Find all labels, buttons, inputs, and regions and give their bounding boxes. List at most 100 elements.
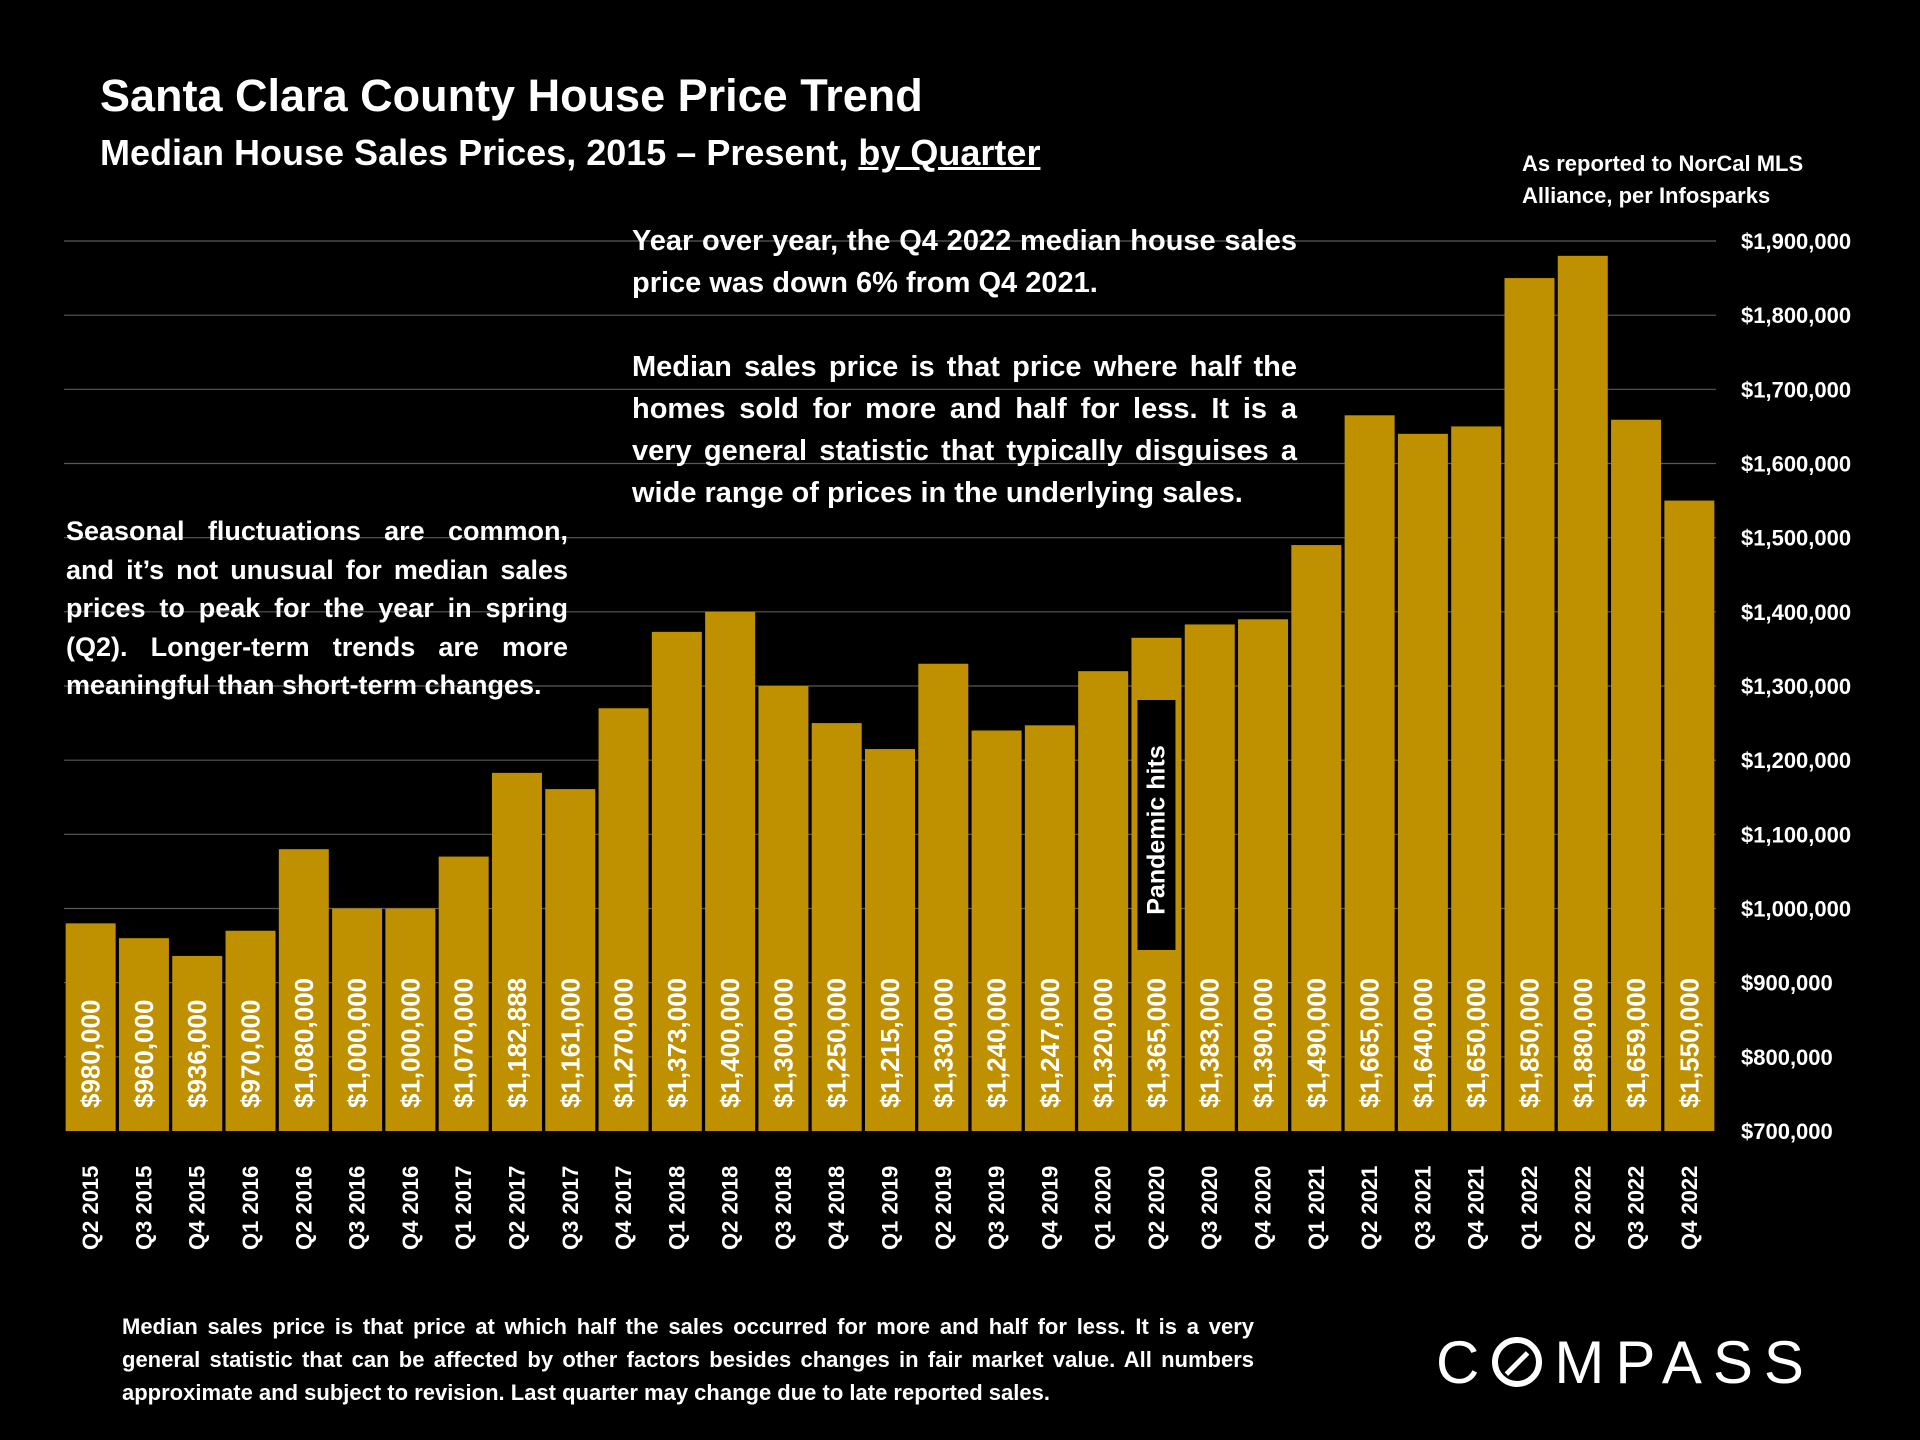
x-tick-label: Q1 2019: [878, 1166, 903, 1250]
x-tick-label: Q4 2015: [185, 1166, 210, 1250]
data-label: $1,490,000: [1301, 978, 1331, 1108]
bar: [1451, 426, 1502, 1132]
x-tick-label: Q3 2016: [345, 1166, 370, 1250]
subtitle-main: Median House Sales Prices, 2015 – Presen…: [100, 132, 859, 173]
x-tick-label: Q3 2022: [1624, 1166, 1649, 1250]
y-tick-label: $1,000,000: [1741, 897, 1851, 922]
source-note: As reported to NorCal MLS Alliance, per …: [1522, 151, 1804, 208]
x-tick-label: Q4 2021: [1464, 1166, 1489, 1250]
y-tick-label: $1,100,000: [1741, 822, 1851, 847]
bar: [172, 955, 223, 1131]
data-label: $1,161,000: [555, 978, 585, 1108]
bar: [225, 930, 276, 1131]
x-tick-label: Q3 2020: [1197, 1166, 1222, 1250]
bar: [971, 730, 1022, 1131]
data-label: $1,240,000: [982, 978, 1012, 1108]
data-label: $1,080,000: [289, 978, 319, 1108]
seasonal-annotation: Seasonal fluctuations are common, and it…: [66, 516, 568, 700]
x-tick-label: Q3 2019: [984, 1166, 1009, 1250]
logo-text-post: MPASS: [1554, 1328, 1815, 1396]
bar: [332, 908, 383, 1131]
y-tick-label: $1,700,000: [1741, 377, 1851, 402]
data-label: $960,000: [129, 1000, 159, 1108]
data-label: $1,320,000: [1088, 978, 1118, 1108]
y-tick-label: $800,000: [1741, 1045, 1833, 1070]
logo-text-pre: C: [1436, 1328, 1491, 1396]
data-label: $1,650,000: [1461, 978, 1491, 1108]
data-label: $1,182,888: [502, 978, 532, 1108]
x-tick-label: Q2 2016: [291, 1166, 316, 1250]
bar: [1078, 671, 1129, 1131]
data-label: $1,850,000: [1514, 978, 1544, 1108]
bar: [545, 789, 596, 1131]
bar: [651, 631, 702, 1131]
yoy-annotation: Year over year, the Q4 2022 median house…: [632, 220, 1297, 514]
data-label: $980,000: [76, 1000, 106, 1108]
pandemic-annotation: Pandemic hits: [1142, 745, 1170, 915]
x-tick-label: Q1 2022: [1517, 1166, 1542, 1250]
data-label: $1,300,000: [768, 978, 798, 1108]
chart-title: Santa Clara County House Price Trend: [100, 70, 923, 121]
x-tick-label: Q3 2021: [1410, 1166, 1435, 1250]
data-label: $936,000: [182, 1000, 212, 1108]
data-label: $1,250,000: [822, 978, 852, 1108]
pandemic-label-bg: [1137, 700, 1176, 950]
y-tick-label: $1,300,000: [1741, 674, 1851, 699]
bar: [705, 611, 756, 1131]
bar: [1664, 500, 1715, 1131]
x-tick-label: Q1 2020: [1091, 1166, 1116, 1250]
bar: [1024, 725, 1075, 1131]
x-tick-label: Q4 2019: [1037, 1166, 1062, 1250]
x-tick-label: Q4 2020: [1251, 1166, 1276, 1250]
subtitle-underlined: by Quarter: [858, 132, 1041, 173]
y-tick-label: $1,400,000: [1741, 600, 1851, 625]
data-label: $1,365,000: [1141, 978, 1171, 1108]
x-tick-label: Q2 2019: [931, 1166, 956, 1250]
data-label: $970,000: [236, 1000, 266, 1108]
bar: [385, 908, 436, 1131]
x-tick-label: Q4 2017: [611, 1166, 636, 1250]
bar: [1344, 415, 1395, 1132]
x-tick-label: Q3 2018: [771, 1166, 796, 1250]
bar: [1611, 419, 1662, 1131]
x-tick-label: Q4 2018: [824, 1166, 849, 1250]
bar: [811, 723, 862, 1131]
data-label: $1,383,000: [1195, 978, 1225, 1108]
bar: [918, 663, 969, 1131]
x-tick-label: Q1 2021: [1304, 1166, 1329, 1250]
data-label: $1,000,000: [395, 978, 425, 1108]
data-label: $1,880,000: [1568, 978, 1598, 1108]
y-tick-label: $700,000: [1741, 1119, 1833, 1144]
x-tick-label: Q3 2015: [131, 1166, 156, 1250]
y-tick-label: $1,600,000: [1741, 452, 1851, 477]
data-label: $1,373,000: [662, 978, 692, 1108]
bar: [598, 708, 649, 1131]
data-label: $1,640,000: [1408, 978, 1438, 1108]
x-tick-label: Q2 2015: [78, 1166, 103, 1250]
y-tick-label: $1,500,000: [1741, 526, 1851, 551]
x-tick-label: Q2 2021: [1357, 1166, 1382, 1250]
logo-o-icon: [1492, 1337, 1543, 1387]
data-label: $1,330,000: [928, 978, 958, 1108]
data-label: $1,665,000: [1355, 978, 1385, 1108]
bar: [865, 749, 915, 1131]
y-tick-label: $1,800,000: [1741, 303, 1851, 328]
x-tick-label: Q2 2018: [718, 1166, 743, 1250]
bar: [1184, 624, 1235, 1131]
bar: [1397, 433, 1448, 1131]
y-tick-label: $1,900,000: [1741, 229, 1851, 254]
bar: [65, 923, 116, 1131]
chart-subtitle: Median House Sales Prices, 2015 – Presen…: [100, 132, 1040, 174]
bar: [118, 938, 169, 1131]
bar: [491, 772, 542, 1131]
yoy-annotation-p1: Year over year, the Q4 2022 median house…: [632, 225, 1297, 299]
data-label: $1,550,000: [1674, 978, 1704, 1108]
x-tick-label: Q4 2022: [1677, 1166, 1702, 1250]
footnote: Median sales price is that price at whic…: [122, 1314, 1254, 1405]
x-tick-label: Q1 2016: [238, 1166, 263, 1250]
x-tick-label: Q4 2016: [398, 1166, 423, 1250]
data-label: $1,270,000: [609, 978, 639, 1108]
bar: [758, 686, 809, 1131]
data-label: $1,215,000: [875, 978, 905, 1108]
